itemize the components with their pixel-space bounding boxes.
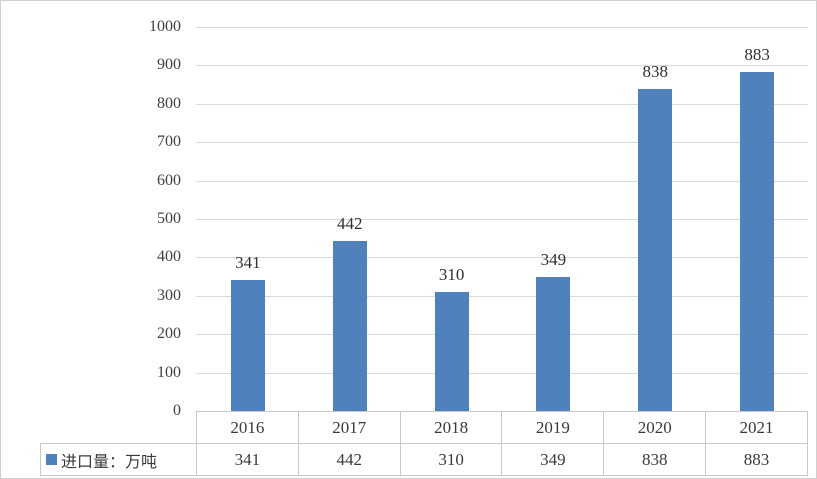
gridline-100: [196, 372, 808, 374]
table-cell-year: 2021: [705, 411, 808, 444]
y-tick-label-0: 0: [173, 402, 181, 419]
y-tick-label-400: 400: [157, 248, 181, 266]
table-cell-year: 2017: [297, 411, 401, 444]
data-label-2017: 442: [336, 214, 363, 234]
data-label-2020: 838: [642, 62, 668, 82]
table-value-row: 341 442 310 349 838 883: [196, 443, 808, 476]
gridline-800: [196, 103, 808, 105]
table-cell-value: 341: [196, 443, 299, 476]
table-cell-year: 2016: [196, 411, 299, 444]
table-cell-value: 442: [297, 443, 401, 476]
y-tick-label-100: 100: [157, 363, 181, 381]
gridline-700: [196, 142, 808, 144]
gridline-900: [196, 65, 808, 67]
y-tick-label-700: 700: [157, 133, 181, 151]
table-cell-value: 883: [705, 443, 808, 476]
gridline-1000: [196, 27, 808, 28]
data-label-2018: 310: [438, 264, 465, 284]
data-label-2016: 341: [235, 253, 261, 273]
y-tick-label-900: 900: [157, 56, 181, 74]
y-tick-label-200: 200: [157, 325, 181, 343]
bar-2021: [740, 71, 775, 411]
bar-2017: [332, 241, 367, 411]
gridline-200: [196, 334, 808, 336]
table-cell-value: 310: [399, 443, 503, 476]
bar-2018: [434, 291, 469, 411]
legend-marker-icon: [46, 454, 57, 465]
gridline-400: [196, 257, 808, 259]
data-label-2019: 349: [540, 249, 567, 269]
gridline-300: [196, 295, 808, 297]
table-cell-value: 349: [501, 443, 605, 476]
table-year-row: 2016 2017 2018 2019 2020 2021: [196, 411, 808, 444]
table-cell-value: 838: [603, 443, 707, 476]
table-cell-year: 2020: [603, 411, 707, 444]
y-tick-label-500: 500: [157, 210, 181, 227]
y-tick-label-600: 600: [157, 171, 181, 189]
gridline-600: [196, 180, 808, 182]
y-tick-label-1000: 1000: [149, 18, 181, 35]
data-label-2021: 883: [744, 44, 770, 64]
legend-cell: 进口量：万吨: [40, 443, 197, 476]
table-cell-year: 2018: [399, 411, 503, 444]
bar-2019: [536, 276, 571, 411]
table-cell-year: 2019: [501, 411, 605, 444]
bar-2020: [638, 89, 673, 411]
legend-label: 进口量：万吨: [61, 453, 158, 471]
gridline-500: [196, 219, 808, 220]
y-tick-label-800: 800: [157, 94, 181, 112]
y-tick-label-300: 300: [157, 286, 181, 304]
bar-2016: [230, 280, 265, 411]
